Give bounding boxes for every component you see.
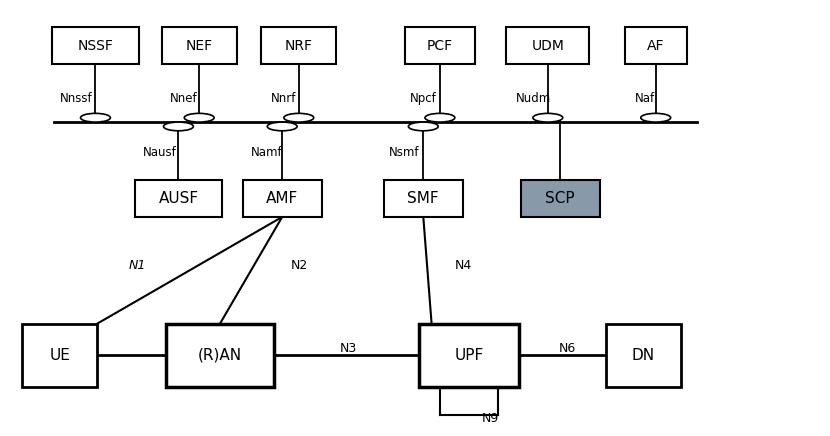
Bar — [162, 27, 237, 64]
Bar — [51, 27, 139, 64]
Text: Naf: Naf — [635, 92, 655, 105]
Text: Nnrf: Nnrf — [271, 92, 296, 105]
Text: N6: N6 — [559, 342, 575, 355]
Text: PCF: PCF — [427, 39, 453, 53]
Text: N9: N9 — [481, 412, 499, 425]
Text: UPF: UPF — [454, 348, 484, 363]
Text: Npcf: Npcf — [410, 92, 437, 105]
Text: Nnef: Nnef — [170, 92, 198, 105]
Bar — [405, 27, 475, 64]
Text: NSSF: NSSF — [77, 39, 114, 53]
Bar — [625, 27, 687, 64]
Ellipse shape — [81, 113, 110, 122]
Text: N3: N3 — [340, 342, 357, 355]
Bar — [243, 180, 322, 217]
Ellipse shape — [425, 113, 455, 122]
Text: (R)AN: (R)AN — [198, 348, 242, 363]
Bar — [606, 324, 681, 387]
Text: Nnssf: Nnssf — [60, 92, 92, 105]
Text: AMF: AMF — [266, 191, 298, 206]
Ellipse shape — [533, 113, 563, 122]
Bar — [22, 324, 97, 387]
Ellipse shape — [164, 122, 193, 131]
Text: UDM: UDM — [531, 39, 564, 53]
Ellipse shape — [408, 122, 438, 131]
Bar — [134, 180, 222, 217]
Ellipse shape — [641, 113, 671, 122]
Text: N1: N1 — [129, 259, 145, 272]
Ellipse shape — [284, 113, 314, 122]
Text: NEF: NEF — [186, 39, 212, 53]
Text: NRF: NRF — [285, 39, 313, 53]
Text: DN: DN — [632, 348, 655, 363]
Bar — [419, 324, 519, 387]
Text: N4: N4 — [455, 259, 472, 272]
Text: Namf: Namf — [251, 146, 282, 159]
Bar — [261, 27, 336, 64]
Text: AF: AF — [647, 39, 665, 53]
Ellipse shape — [267, 122, 297, 131]
Text: SMF: SMF — [408, 191, 439, 206]
Text: SCP: SCP — [545, 191, 575, 206]
Text: AUSF: AUSF — [159, 191, 198, 206]
Text: Nsmf: Nsmf — [388, 146, 419, 159]
Bar — [506, 27, 589, 64]
Bar — [166, 324, 274, 387]
Text: Nudm: Nudm — [516, 92, 551, 105]
Text: UE: UE — [49, 348, 71, 363]
Text: Nausf: Nausf — [143, 146, 177, 159]
Ellipse shape — [184, 113, 214, 122]
Text: N2: N2 — [290, 259, 308, 272]
Bar — [383, 180, 463, 217]
Bar — [521, 180, 600, 217]
